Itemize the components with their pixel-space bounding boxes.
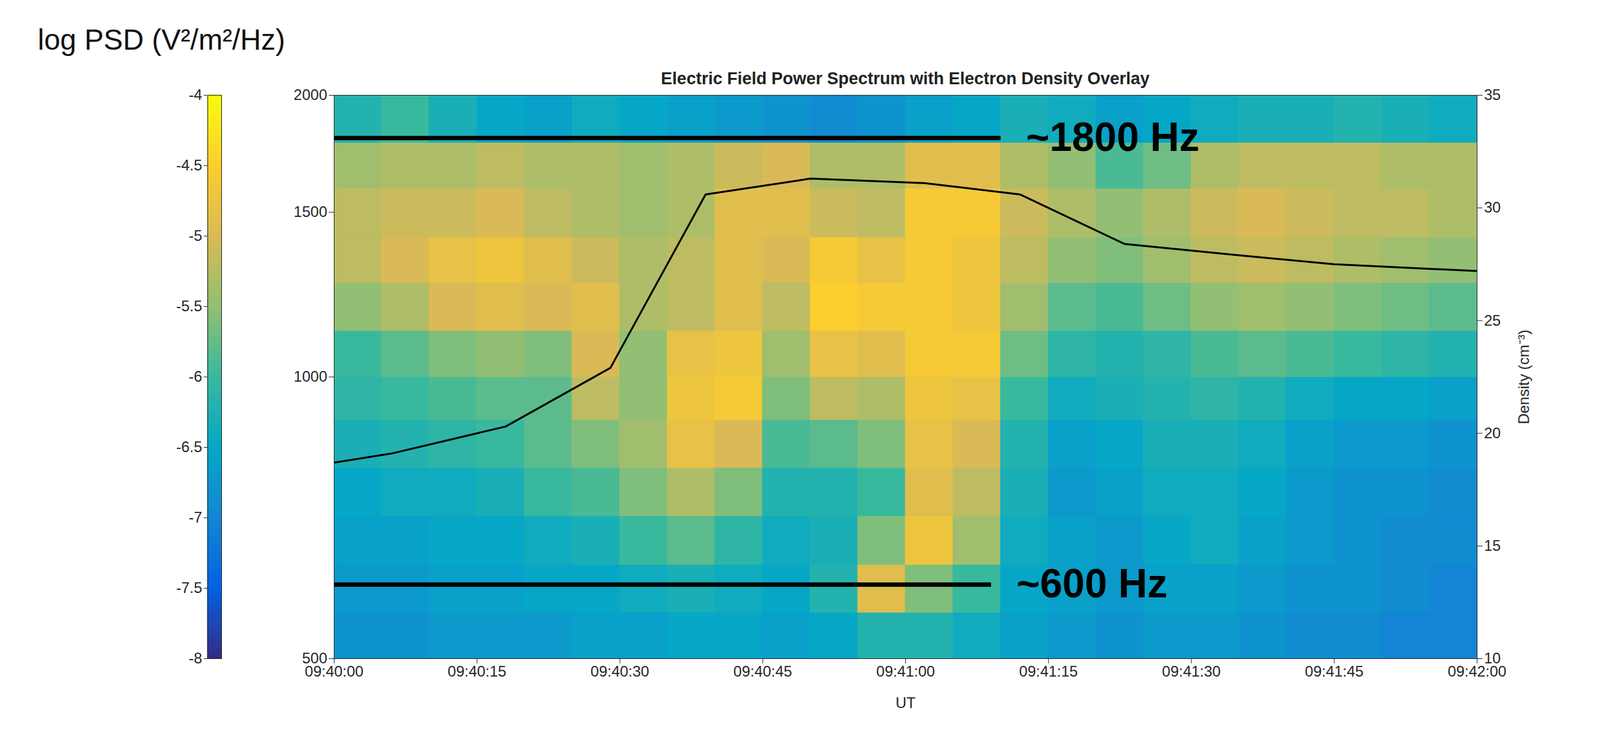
svg-text:-4: -4	[188, 86, 202, 104]
svg-text:25: 25	[1484, 311, 1502, 329]
svg-text:~1800 Hz: ~1800 Hz	[1026, 114, 1200, 160]
svg-text:30: 30	[1484, 198, 1502, 216]
svg-text:15: 15	[1484, 536, 1502, 554]
svg-text:09:41:30: 09:41:30	[1161, 662, 1221, 680]
svg-text:09:42:00: 09:42:00	[1447, 662, 1507, 680]
svg-text:500: 500	[302, 649, 328, 667]
svg-text:35: 35	[1484, 86, 1502, 104]
svg-text:2000: 2000	[293, 86, 327, 104]
svg-text:-8: -8	[188, 649, 202, 667]
svg-text:-7: -7	[188, 508, 202, 526]
svg-text:UT: UT	[895, 694, 916, 712]
svg-text:-4.5: -4.5	[176, 156, 202, 174]
html-text:log PSD (V²/m²/Hz): log PSD (V²/m²/Hz)	[37, 23, 286, 56]
svg-text:-6: -6	[188, 367, 202, 385]
svg-text:-5: -5	[188, 226, 202, 244]
svg-text:09:40:45: 09:40:45	[733, 662, 793, 680]
svg-text:09:41:15: 09:41:15	[1019, 662, 1078, 680]
svg-text:-6.5: -6.5	[176, 438, 202, 456]
svg-text:10: 10	[1484, 649, 1502, 667]
svg-text:1000: 1000	[293, 367, 327, 385]
svg-text:-5.5: -5.5	[176, 297, 202, 315]
svg-text:1500: 1500	[293, 203, 327, 221]
svg-text:09:40:00: 09:40:00	[304, 662, 364, 680]
svg-text:09:41:00: 09:41:00	[876, 662, 935, 680]
svg-text:20: 20	[1484, 424, 1502, 442]
svg-text:-7.5: -7.5	[176, 579, 202, 596]
svg-text:09:40:15: 09:40:15	[447, 662, 507, 680]
svg-text:09:41:45: 09:41:45	[1305, 662, 1364, 680]
html-text:Electric Field Power Spectrum: Electric Field Power Spectrum with Elect…	[660, 69, 1150, 89]
svg-text:Density (cm⁻³): Density (cm⁻³)	[1515, 329, 1533, 425]
svg-text:09:40:30: 09:40:30	[590, 662, 649, 680]
svg-text:~600 Hz: ~600 Hz	[1016, 560, 1168, 607]
